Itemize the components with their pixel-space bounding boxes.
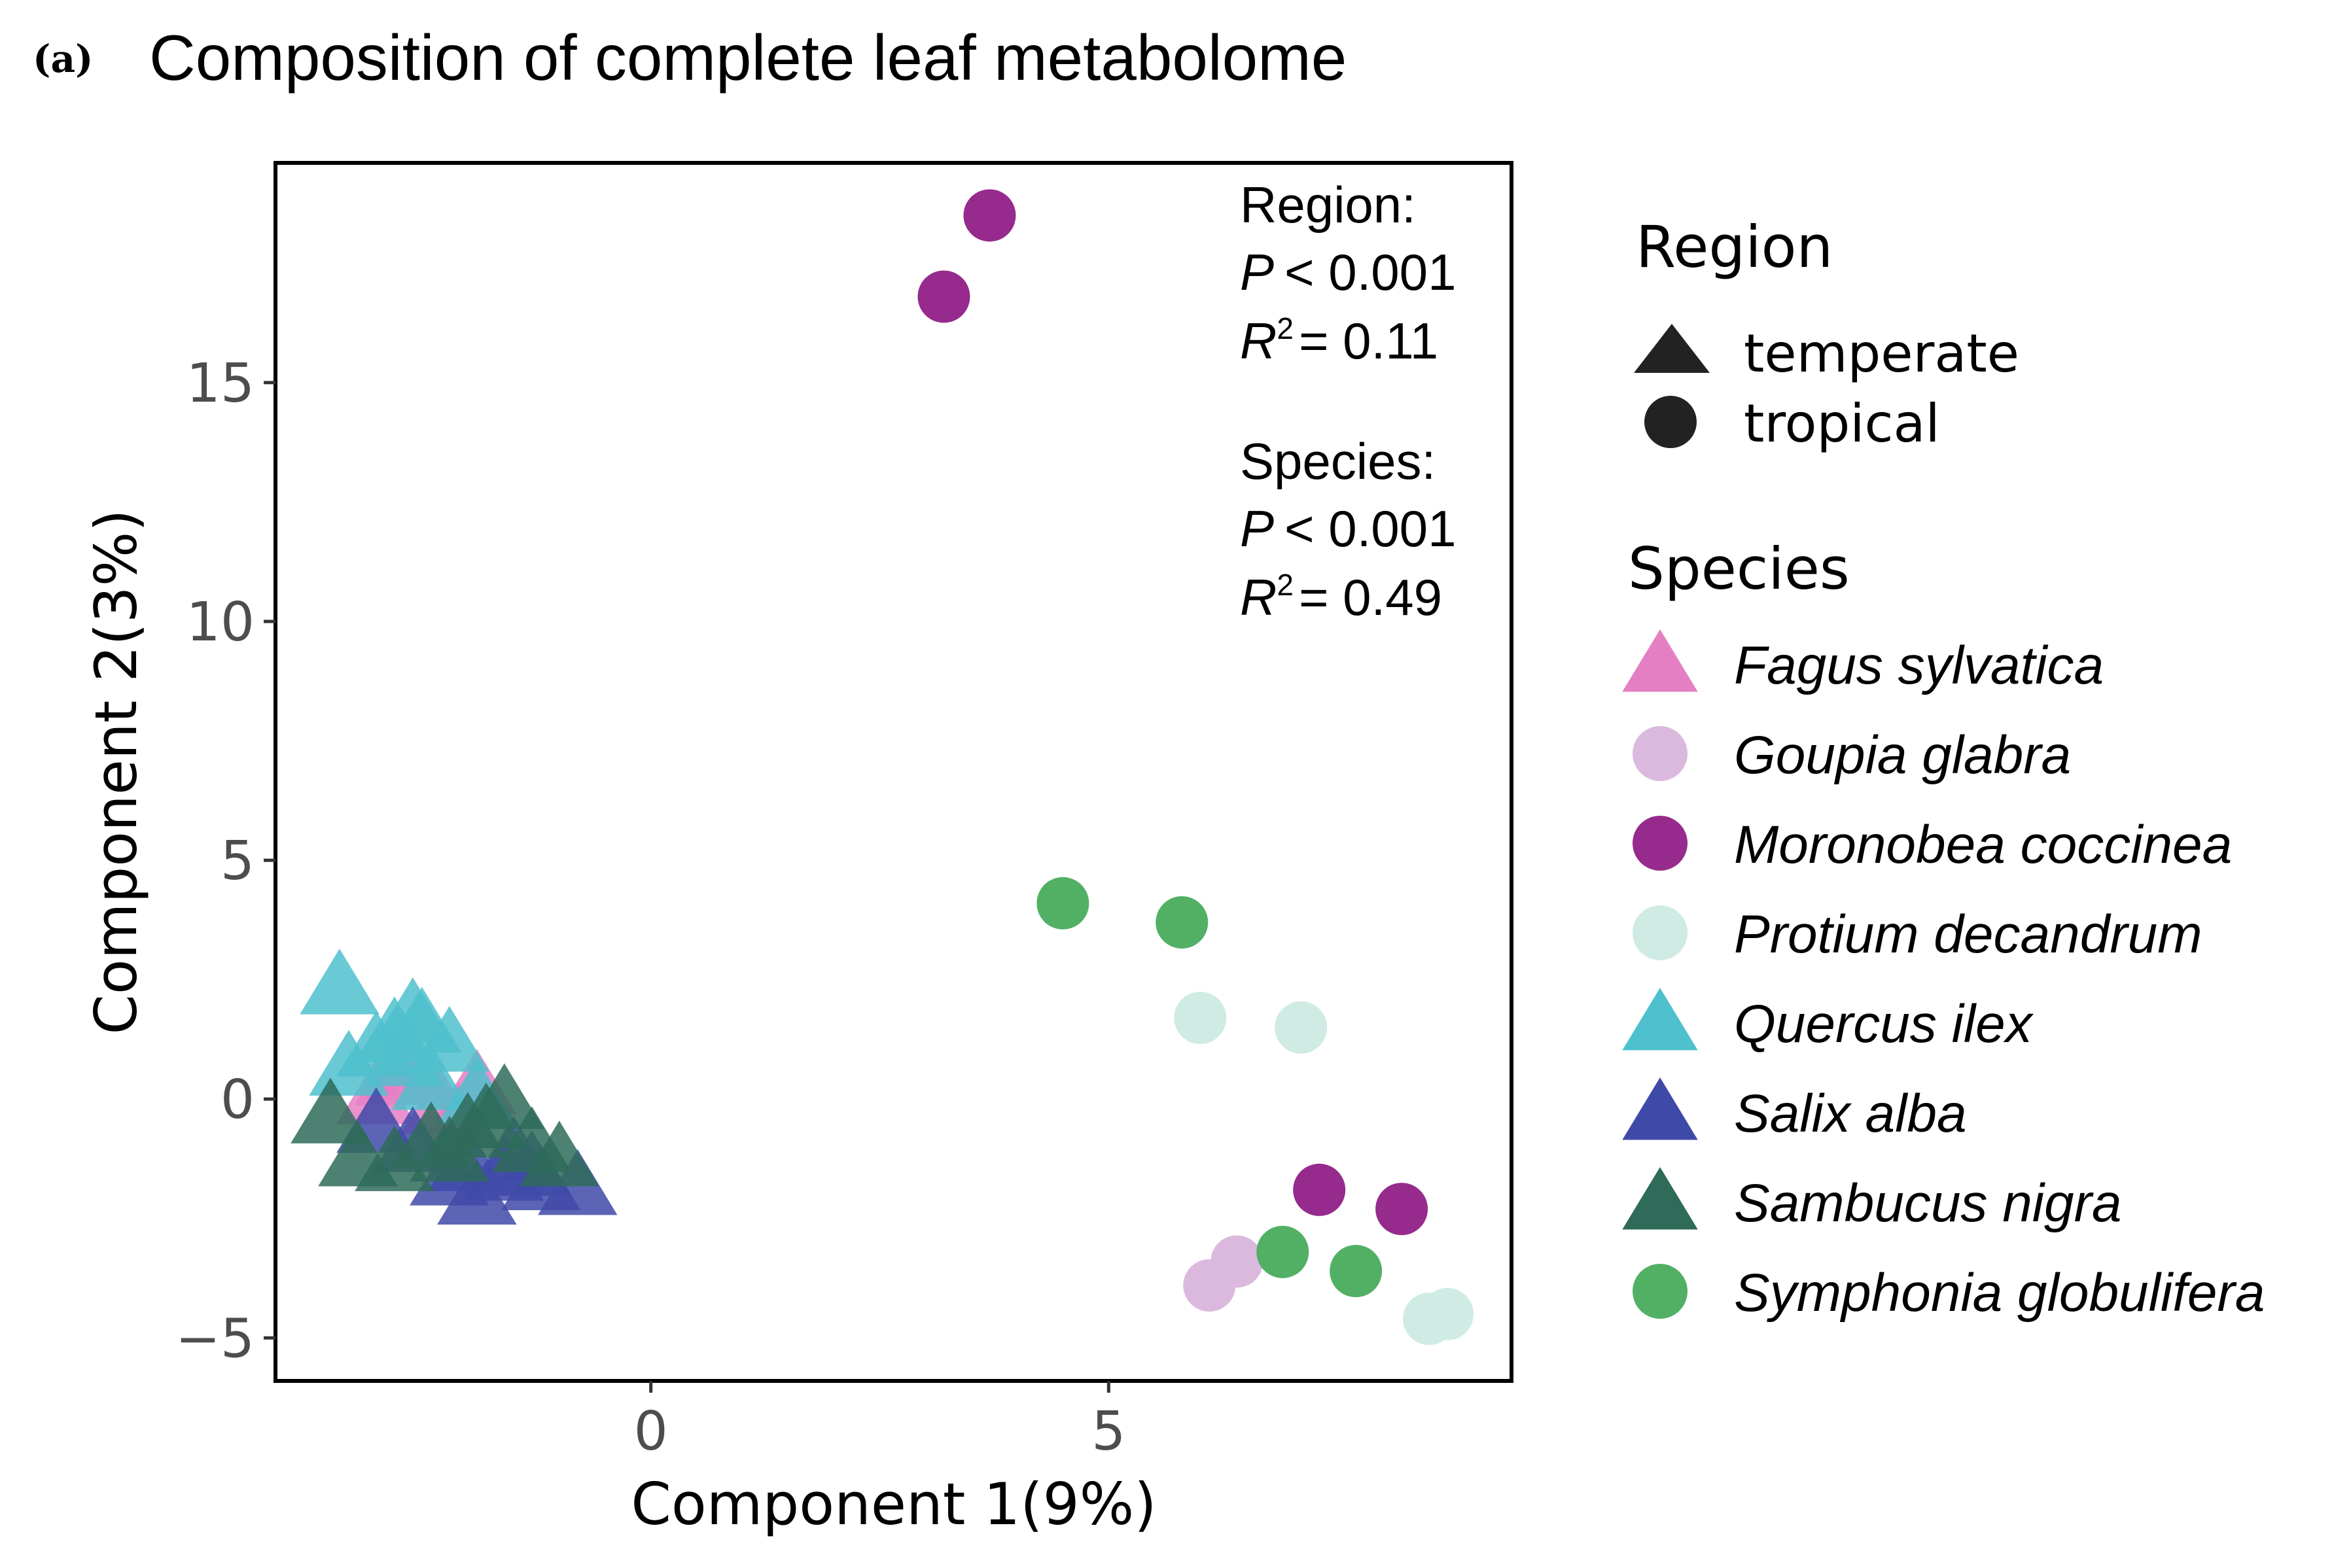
legend-goupia-glabra-circle-icon bbox=[1633, 726, 1688, 781]
stats-species-heading: Species: bbox=[1240, 432, 1436, 490]
point-moronobea-coccinea bbox=[963, 189, 1016, 242]
stats-region-heading: Region: bbox=[1240, 176, 1416, 234]
legend-quercus-ilex-triangle-icon bbox=[1622, 988, 1698, 1051]
legend-item-quercus-ilex: Quercus ilex bbox=[1622, 988, 2034, 1054]
point-quercus-ilex bbox=[373, 977, 453, 1043]
legend-goupia-glabra-label: Goupia glabra bbox=[1734, 725, 2071, 785]
legend-symphonia-globulifera-label: Symphonia globulifera bbox=[1734, 1263, 2265, 1323]
legend-quercus-ilex-label: Quercus ilex bbox=[1734, 994, 2034, 1054]
species-legend: Species Fagus sylvatica Goupia glabra Moro… bbox=[1622, 535, 2265, 1323]
axis-ticks: 0 5 −5 0 5 10 15 bbox=[175, 353, 1125, 1463]
legend-item-protium-decandrum: Protium decandrum bbox=[1633, 905, 2202, 964]
y-tick-label: 5 bbox=[221, 830, 255, 892]
point-protium-decandrum bbox=[1275, 1001, 1328, 1054]
point-protium-decandrum bbox=[1421, 1287, 1474, 1340]
point-sambucus-nigra bbox=[446, 1082, 526, 1149]
stats-species-r2: R2 = 0.49 bbox=[1240, 568, 1442, 626]
series-quercus-ilex bbox=[300, 949, 517, 1124]
legend-item-goupia-glabra: Goupia glabra bbox=[1633, 725, 2071, 785]
legend-sambucus-nigra-triangle-icon bbox=[1622, 1167, 1698, 1230]
legend-symphonia-globulifera-circle-icon bbox=[1633, 1264, 1688, 1319]
legend-sambucus-nigra-label: Sambucus nigra bbox=[1734, 1174, 2122, 1233]
panel-label: (a) bbox=[33, 37, 93, 81]
region-legend-tropical: tropical bbox=[1744, 393, 1940, 454]
point-moronobea-coccinea bbox=[917, 270, 970, 323]
y-tick-label: 0 bbox=[221, 1069, 255, 1131]
chart-title: Composition of complete leaf metabolome bbox=[149, 22, 1347, 94]
legend-item-moronobea-coccinea: Moronobea coccinea bbox=[1633, 815, 2232, 875]
point-sambucus-nigra bbox=[291, 1077, 370, 1143]
x-tick-label: 0 bbox=[634, 1401, 668, 1463]
series-sambucus-nigra bbox=[291, 1063, 599, 1191]
stats-annotation: Region: P < 0.001 R2 = 0.11 Species: P < 0.… bbox=[1240, 176, 1456, 626]
y-axis-title: Component 2(3%) bbox=[82, 509, 150, 1034]
point-moronobea-coccinea bbox=[1293, 1163, 1346, 1216]
legend-item-sambucus-nigra: Sambucus nigra bbox=[1622, 1167, 2122, 1233]
point-quercus-ilex bbox=[336, 1011, 416, 1077]
region-legend-temperate: temperate bbox=[1744, 323, 2019, 384]
y-tick-label: −5 bbox=[175, 1308, 255, 1370]
point-quercus-ilex bbox=[391, 1044, 471, 1110]
point-sambucus-nigra bbox=[520, 1121, 599, 1187]
point-moronobea-coccinea bbox=[1375, 1183, 1428, 1236]
y-tick-label: 10 bbox=[186, 591, 255, 653]
point-symphonia-globulifera bbox=[1036, 877, 1089, 930]
point-sambucus-nigra bbox=[410, 1115, 489, 1182]
legend-item-fagus-sylvatica: Fagus sylvatica bbox=[1622, 629, 2104, 695]
x-tick-label: 5 bbox=[1091, 1401, 1125, 1463]
legend-salix-alba-label: Salix alba bbox=[1734, 1084, 1967, 1143]
data-points bbox=[291, 189, 1474, 1346]
legend-salix-alba-triangle-icon bbox=[1622, 1077, 1698, 1140]
legend-fagus-sylvatica-triangle-icon bbox=[1622, 629, 1698, 692]
region-legend-title: Region bbox=[1636, 213, 1833, 281]
point-quercus-ilex bbox=[300, 949, 380, 1015]
legend-moronobea-coccinea-label: Moronobea coccinea bbox=[1734, 815, 2232, 875]
series-moronobea-coccinea bbox=[917, 189, 1428, 1236]
legend-item-symphonia-globulifera: Symphonia globulifera bbox=[1633, 1263, 2265, 1323]
point-protium-decandrum bbox=[1174, 992, 1227, 1045]
stats-region-r2: R2 = 0.11 bbox=[1240, 311, 1438, 370]
stats-region-p: P < 0.001 bbox=[1240, 243, 1456, 301]
region-legend: Region temperate tropical bbox=[1634, 213, 2019, 454]
legend-moronobea-coccinea-circle-icon bbox=[1633, 816, 1688, 871]
legend-protium-decandrum-label: Protium decandrum bbox=[1734, 905, 2202, 964]
temperate-triangle-icon bbox=[1634, 324, 1710, 373]
stats-species-p: P < 0.001 bbox=[1240, 500, 1456, 557]
tropical-circle-icon bbox=[1644, 396, 1697, 448]
series-goupia-glabra bbox=[1183, 1235, 1264, 1312]
legend-item-salix-alba: Salix alba bbox=[1622, 1077, 1967, 1143]
legend-fagus-sylvatica-label: Fagus sylvatica bbox=[1734, 636, 2104, 695]
point-symphonia-globulifera bbox=[1156, 896, 1209, 949]
series-protium-decandrum bbox=[1174, 992, 1474, 1346]
x-axis-title: Component 1(9%) bbox=[631, 1471, 1156, 1538]
species-legend-items: Fagus sylvatica Goupia glabra Moronobea co… bbox=[1622, 629, 2265, 1323]
legend-protium-decandrum-circle-icon bbox=[1633, 905, 1688, 960]
series-symphonia-globulifera bbox=[1036, 877, 1383, 1298]
point-symphonia-globulifera bbox=[1256, 1225, 1309, 1278]
point-goupia-glabra bbox=[1211, 1235, 1264, 1288]
y-tick-label: 15 bbox=[186, 353, 255, 415]
species-legend-title: Species bbox=[1628, 535, 1850, 602]
point-symphonia-globulifera bbox=[1330, 1245, 1383, 1298]
